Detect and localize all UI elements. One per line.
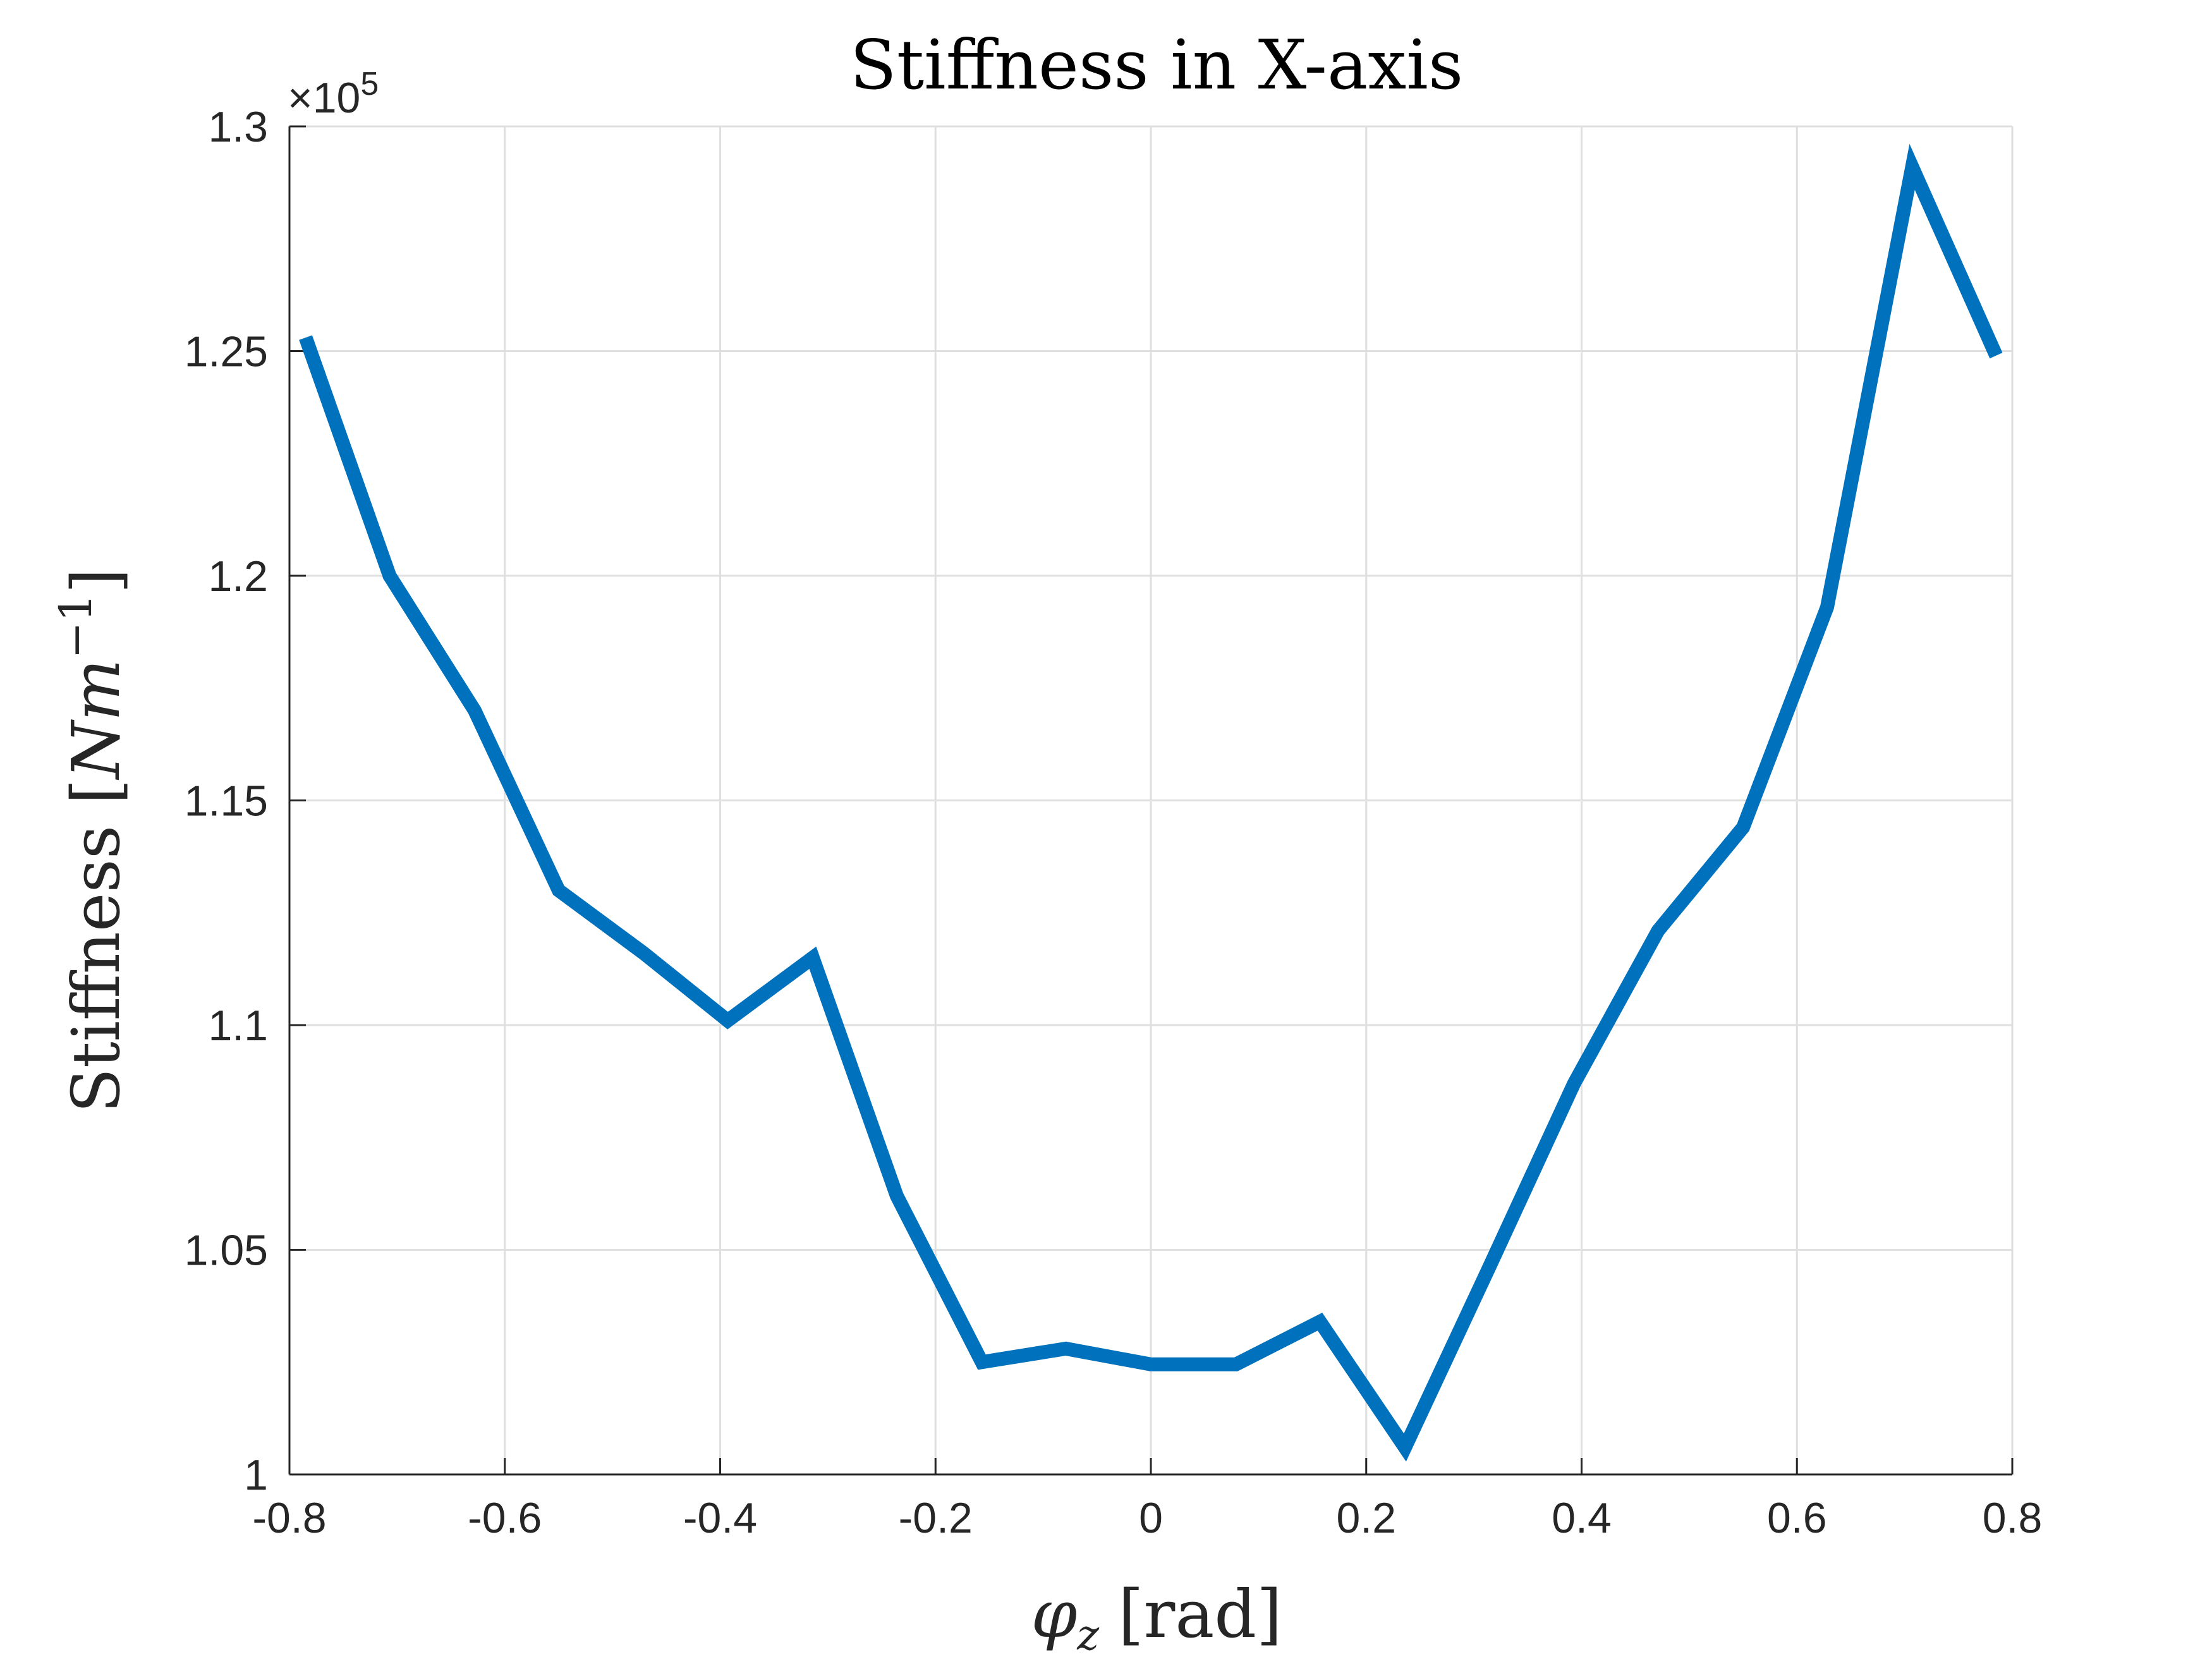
y-tick-label-1: 1.05: [185, 1227, 268, 1275]
x-tick-label-8: 0.8: [1983, 1494, 2043, 1542]
x-tick-label-3: -0.2: [899, 1494, 973, 1542]
x-axis-symbol: φ: [1031, 1576, 1077, 1653]
x-axis-title: φz [rad]: [1031, 1576, 1282, 1659]
series-line-0: [299, 143, 2003, 1462]
exponent-label: ×105: [288, 66, 379, 122]
y-tick-label-5: 1.25: [185, 328, 268, 376]
y-tick-labels: 1 1.05 1.1 1.15 1.2 1.25 1.3: [185, 103, 268, 1499]
x-axis-unit: [rad]: [1118, 1576, 1282, 1653]
x-tick-labels: -0.8 -0.6 -0.4 -0.2 0 0.2 0.4 0.6 0.8: [252, 1494, 2042, 1542]
x-tick-label-6: 0.4: [1552, 1494, 1612, 1542]
y-tick-label-3: 1.15: [185, 777, 268, 825]
y-tick-label-2: 1.1: [208, 1002, 268, 1050]
y-tick-label-4: 1.2: [208, 552, 268, 600]
series-layer: [299, 143, 2003, 1462]
y-axis-m: m: [58, 659, 135, 722]
x-tick-label-0: -0.8: [252, 1494, 326, 1542]
x-tick-label-2: -0.4: [683, 1494, 757, 1542]
x-axis-subscript: z: [1076, 1611, 1100, 1659]
exponent-power: 5: [360, 66, 379, 102]
y-axis-N: N: [58, 719, 135, 781]
x-tick-label-5: 0.2: [1336, 1494, 1396, 1542]
y-tick-label-6: 1.3: [208, 103, 268, 151]
exponent-base: ×10: [288, 74, 360, 122]
y-axis-close: ]: [58, 568, 135, 594]
y-axis-exponent: −1: [50, 593, 102, 659]
chart-title: Stiffness in X-axis: [850, 26, 1464, 105]
x-tick-label-4: 0: [1139, 1494, 1163, 1542]
x-tick-label-7: 0.6: [1767, 1494, 1827, 1542]
y-tick-label-0: 1: [244, 1451, 268, 1499]
y-axis-text: Stiffness [: [58, 779, 135, 1113]
x-tick-label-1: -0.6: [468, 1494, 542, 1542]
plot-axes: [288, 125, 2014, 1476]
y-axis-title: Stiffness [Nm−1]: [50, 568, 135, 1114]
